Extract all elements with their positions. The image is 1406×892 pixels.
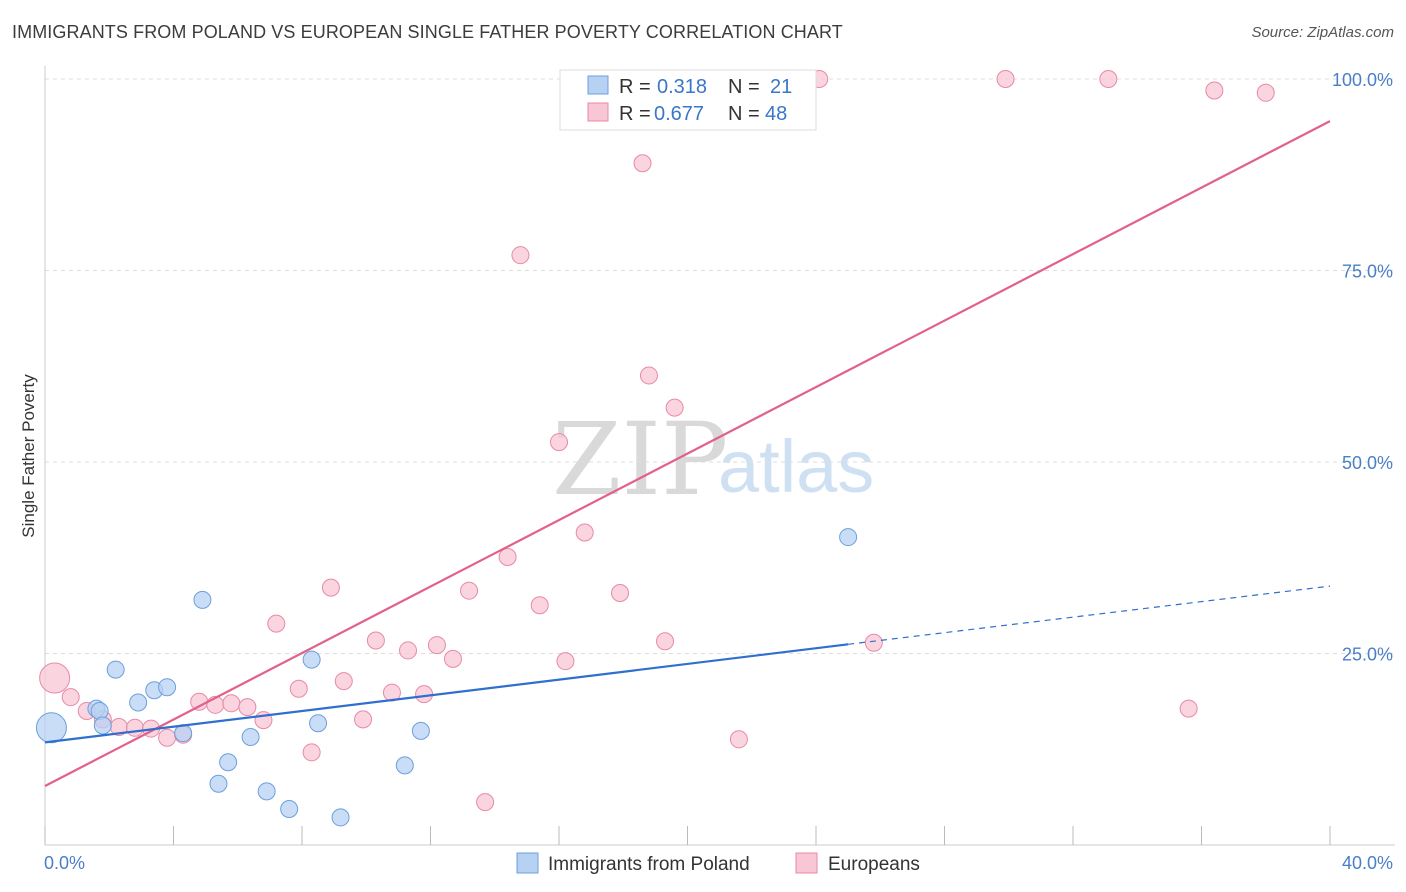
x-tick-label: 40.0%	[1342, 853, 1393, 873]
legend-swatch-poland	[587, 75, 609, 95]
legend-swatch-europe	[587, 102, 609, 122]
europe-point	[61, 688, 80, 707]
y-tick-label: 100.0%	[1332, 70, 1393, 90]
europe-point	[611, 583, 630, 602]
y-tick-labels: 25.0% 50.0% 75.0% 100.0%	[1332, 70, 1393, 665]
europe-point	[1179, 699, 1198, 718]
europe-point	[530, 596, 549, 615]
europe-point	[460, 581, 479, 600]
europe-point	[302, 743, 321, 762]
bottom-legend-swatch-europe	[795, 852, 818, 874]
bottom-legend-label-europe: Europeans	[828, 854, 920, 875]
europe-point	[39, 662, 71, 694]
europe-point	[633, 154, 652, 173]
europe-point	[550, 433, 568, 452]
series-immigrants-from-poland	[35, 528, 858, 827]
europe-point	[354, 710, 373, 729]
legend-n-label-1: N =	[728, 76, 760, 98]
legend-n-value-1: 21	[770, 76, 792, 98]
bottom-legend-swatch-poland	[516, 852, 539, 874]
europe-point	[366, 631, 385, 650]
europe-point	[996, 70, 1015, 88]
europe-point	[665, 398, 684, 417]
europe-point	[321, 578, 340, 597]
legend-r-label-2: R =	[619, 103, 651, 125]
trend-line-europeans	[44, 120, 1331, 787]
poland-point	[280, 799, 299, 818]
europe-point	[222, 694, 241, 713]
poland-point	[158, 678, 177, 697]
europe-point	[656, 632, 675, 651]
europe-point	[639, 366, 658, 385]
europe-point	[1205, 81, 1224, 100]
legend-n-label-2: N =	[728, 103, 760, 125]
europe-point	[498, 547, 517, 566]
x-tick-labels: 0.0% 40.0%	[44, 853, 1393, 873]
legend-r-label-1: R =	[619, 76, 651, 98]
europe-point	[334, 672, 353, 691]
trend-lines	[44, 120, 1331, 787]
poland-point	[219, 753, 238, 772]
europe-point	[238, 698, 257, 717]
watermark-atlas: atlas	[718, 425, 874, 508]
legend-n-value-2: 48	[765, 103, 787, 125]
trend-line-poland-extension	[848, 585, 1331, 645]
legend-top: R = 0.318 N = 21 R = 0.677 N = 48	[559, 69, 817, 131]
poland-point	[411, 721, 430, 740]
europe-point	[1099, 70, 1118, 88]
europe-point	[556, 652, 575, 671]
poland-point	[35, 712, 67, 744]
chart-source: Source: ZipAtlas.com	[1251, 24, 1394, 41]
bottom-legend-label-poland: Immigrants from Poland	[548, 854, 750, 875]
europe-point	[476, 793, 495, 812]
y-axis-label: Single Father Poverty	[19, 374, 38, 538]
europe-point	[511, 246, 530, 265]
europe-point	[864, 633, 883, 652]
europe-point	[399, 641, 418, 660]
europe-point	[289, 679, 308, 698]
poland-point	[331, 808, 350, 827]
y-tick-label: 25.0%	[1342, 645, 1393, 665]
x-tick-label: 0.0%	[44, 853, 85, 873]
poland-point	[302, 650, 321, 669]
poland-point	[209, 774, 228, 793]
trend-line-poland	[44, 643, 849, 744]
europe-point	[267, 614, 286, 633]
legend-bottom: Immigrants from Poland Europeans	[516, 852, 920, 875]
poland-point	[90, 701, 109, 720]
poland-point	[129, 693, 148, 712]
watermark-zip: ZIP	[552, 401, 728, 518]
europe-point	[729, 730, 748, 749]
europe-point	[158, 728, 177, 747]
poland-point	[395, 756, 414, 775]
europe-point	[190, 692, 209, 711]
poland-point	[241, 727, 260, 746]
europe-point	[427, 636, 446, 655]
europe-point	[415, 685, 434, 704]
legend-r-value-2: 0.677	[654, 103, 704, 125]
y-tick-label: 75.0%	[1342, 262, 1393, 282]
poland-point	[309, 714, 328, 733]
chart-title: IMMIGRANTS FROM POLAND VS EUROPEAN SINGL…	[12, 22, 843, 42]
poland-point	[93, 716, 112, 735]
europe-point	[443, 649, 462, 668]
europe-point	[1256, 83, 1275, 102]
europe-point	[575, 523, 594, 542]
poland-point	[257, 782, 276, 801]
legend-r-value-1: 0.318	[657, 76, 707, 98]
watermark: ZIP atlas	[552, 401, 874, 518]
europe-point	[125, 718, 144, 737]
poland-point	[106, 660, 125, 679]
gridlines	[45, 78, 1395, 654]
y-tick-label: 50.0%	[1342, 453, 1393, 473]
poland-point	[193, 590, 212, 609]
poland-point	[839, 528, 858, 547]
